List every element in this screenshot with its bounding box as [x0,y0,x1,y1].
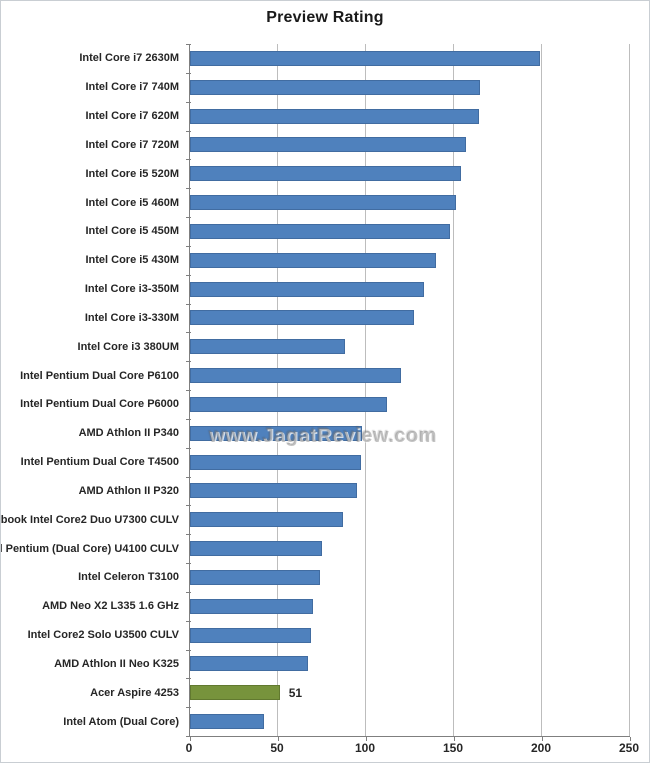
bar-amd-athlon-ii-neo-k325 [190,656,308,672]
y-axis-tick [186,159,191,160]
category-label: Intel Core i7 740M [85,81,179,94]
category-label: Intel Pentium Dual Core T4500 [20,456,179,469]
category-label: Intel Core i7 620M [85,110,179,123]
y-axis-tick [186,390,191,391]
y-axis-tick [186,419,191,420]
category-label: Intel Pentium (Dual Core) U4100 CULV [1,542,179,555]
x-axis-tick [366,737,367,741]
category-label: Intel Core i3-350M [84,283,179,296]
x-axis-tick [542,737,543,741]
category-label: Intel Celeron T3100 [78,571,179,584]
bar-intel-core-i5-430m [190,252,437,268]
y-axis-tick [186,505,191,506]
bar-intel-core-i3-350m [190,281,425,297]
bar-intel-core-i7-2630m [190,50,541,66]
x-tick-label-150: 150 [442,741,464,755]
x-axis-tick [278,737,279,741]
bar-intel-celeron-t3100 [190,569,321,585]
category-label: AMD Neo X2 L335 1.6 GHz [42,600,179,613]
bar-intel-pentium-dual-core-t4500 [190,454,361,470]
category-label: Intel Core i3-330M [84,311,179,324]
y-axis-tick [186,621,191,622]
x-tick-label-100: 100 [354,741,376,755]
bar-amd-athlon-ii-p320 [190,483,358,499]
bar-acer-aspire-4253 [190,685,280,701]
bar-intel-core2-solo-u3500-culv [190,627,312,643]
bar-amd-athlon-ii-p340 [190,425,363,441]
x-axis-tick [630,737,631,741]
data-label-51: 51 [288,685,303,700]
bar-intel-core-i5-450m [190,223,451,239]
bar-intel-core-i3-380um [190,339,345,355]
bar-intel-pentium-dual-core-p6000 [190,396,388,412]
bar-intel-core-i5-520m [190,166,462,182]
y-axis-tick [186,304,191,305]
category-label: Intel Core i5 430M [85,254,179,267]
y-axis-tick [186,678,191,679]
category-label-column: Intel Core i7 2630M Intel Core i7 740M Int… [0,44,184,736]
gridline-150 [453,44,454,736]
x-tick-label-50: 50 [270,741,284,755]
y-axis-tick [186,188,191,189]
y-axis-tick [186,102,191,103]
category-label: Intel Core i7 720M [85,138,179,151]
x-axis-tick [190,737,191,741]
y-axis-tick [186,736,191,737]
y-axis-tick [186,73,191,74]
category-label: Acer Aspire 4253 [90,686,179,699]
chart-title: Preview Rating [266,9,384,26]
bar-intel-core-i7-620m [190,108,479,124]
category-label: AMD Athlon II P340 [78,427,179,440]
x-tick-label-200: 200 [530,741,552,755]
category-label: Intel Atom (Dual Core) [63,715,179,728]
category-label: Notebook Intel Core2 Duo U7300 CULV [0,513,179,526]
category-label: Intel Core2 Solo U3500 CULV [27,629,179,642]
category-label: Intel Core i5 460M [85,196,179,209]
bar-amd-neo-x2-l335-1-6-ghz [190,598,314,614]
plot-area [186,44,631,741]
x-tick-label-250: 250 [618,741,640,755]
category-label: Intel Core i5 450M [85,225,179,238]
bar-notebook-intel-core2-duo-u7300-culv [190,512,344,528]
bar-intel-pentium-dual-core-p6100 [190,368,402,384]
gridline-200 [541,44,542,736]
y-axis-tick [186,650,191,651]
category-label: Intel Core i3 380UM [77,340,179,353]
category-label: AMD Athlon II P320 [78,484,179,497]
gridline-100 [365,44,366,736]
x-tick-label-0: 0 [185,741,193,755]
y-axis-tick [186,361,191,362]
y-axis-tick [186,217,191,218]
y-axis-tick [186,275,191,276]
category-label: Intel Core i5 520M [85,167,179,180]
y-axis-tick [186,707,191,708]
bar-intel-core-i3-330m [190,310,414,326]
bar-intel-pentium-dual-core-u4100-culv [190,541,322,557]
category-label: Intel Pentium Dual Core P6000 [20,398,179,411]
y-axis-tick [186,592,191,593]
bar-intel-core-i7-740m [190,79,481,95]
y-axis-tick [186,448,191,449]
y-axis-tick [186,534,191,535]
category-label: AMD Athlon II Neo K325 [54,657,179,670]
y-axis-tick [186,332,191,333]
y-axis-tick [186,246,191,247]
y-axis-tick [186,477,191,478]
gridline-50 [277,44,278,736]
bar-intel-core-i5-460m [190,195,456,211]
category-label: Intel Pentium Dual Core P6100 [20,369,179,382]
gridline-250 [629,44,630,736]
bar-intel-core-i7-720m [190,137,467,153]
y-axis-tick [186,131,191,132]
x-axis-tick [454,737,455,741]
category-label: Intel Core i7 2630M [79,52,179,65]
y-axis-tick [186,44,191,45]
bar-intel-atom-dual-core- [190,714,264,730]
y-axis-tick [186,563,191,564]
